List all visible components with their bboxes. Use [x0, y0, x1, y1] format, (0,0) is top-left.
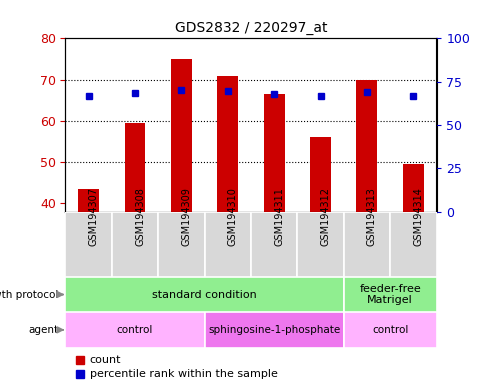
Text: GSM194310: GSM194310	[227, 187, 237, 246]
Text: growth protocol: growth protocol	[0, 290, 58, 300]
Text: standard condition: standard condition	[152, 290, 257, 300]
Text: control: control	[371, 325, 408, 335]
Text: GSM194313: GSM194313	[366, 187, 376, 246]
Text: control: control	[117, 325, 153, 335]
Bar	[309, 137, 330, 212]
Title: GDS2832 / 220297_at: GDS2832 / 220297_at	[174, 21, 327, 35]
Text: GSM194307: GSM194307	[89, 187, 98, 246]
Bar	[343, 212, 389, 277]
Text: sphingosine-1-phosphate: sphingosine-1-phosphate	[208, 325, 340, 335]
Text: agent: agent	[28, 325, 58, 335]
Text: GSM194308: GSM194308	[135, 187, 145, 246]
Bar	[389, 212, 436, 277]
Bar	[65, 277, 343, 312]
Text: GSM194309: GSM194309	[181, 187, 191, 246]
Bar	[124, 123, 145, 212]
Bar	[356, 79, 377, 212]
Bar	[402, 164, 423, 212]
Bar	[217, 76, 238, 212]
Bar	[343, 277, 436, 312]
Text: percentile rank within the sample: percentile rank within the sample	[90, 369, 277, 379]
Bar	[78, 189, 99, 212]
Text: feeder-free
Matrigel: feeder-free Matrigel	[359, 284, 420, 305]
Bar	[204, 312, 343, 348]
Bar	[112, 212, 158, 277]
Text: GSM194311: GSM194311	[273, 187, 284, 246]
Bar	[263, 94, 284, 212]
Bar	[158, 212, 204, 277]
Text: GSM194314: GSM194314	[412, 187, 423, 246]
Bar	[297, 212, 343, 277]
Text: GSM194312: GSM194312	[320, 187, 330, 246]
Bar	[65, 312, 204, 348]
Bar	[65, 212, 112, 277]
Text: count: count	[90, 355, 121, 365]
Bar	[343, 312, 436, 348]
Bar	[171, 59, 192, 212]
Bar	[204, 212, 251, 277]
Bar	[251, 212, 297, 277]
